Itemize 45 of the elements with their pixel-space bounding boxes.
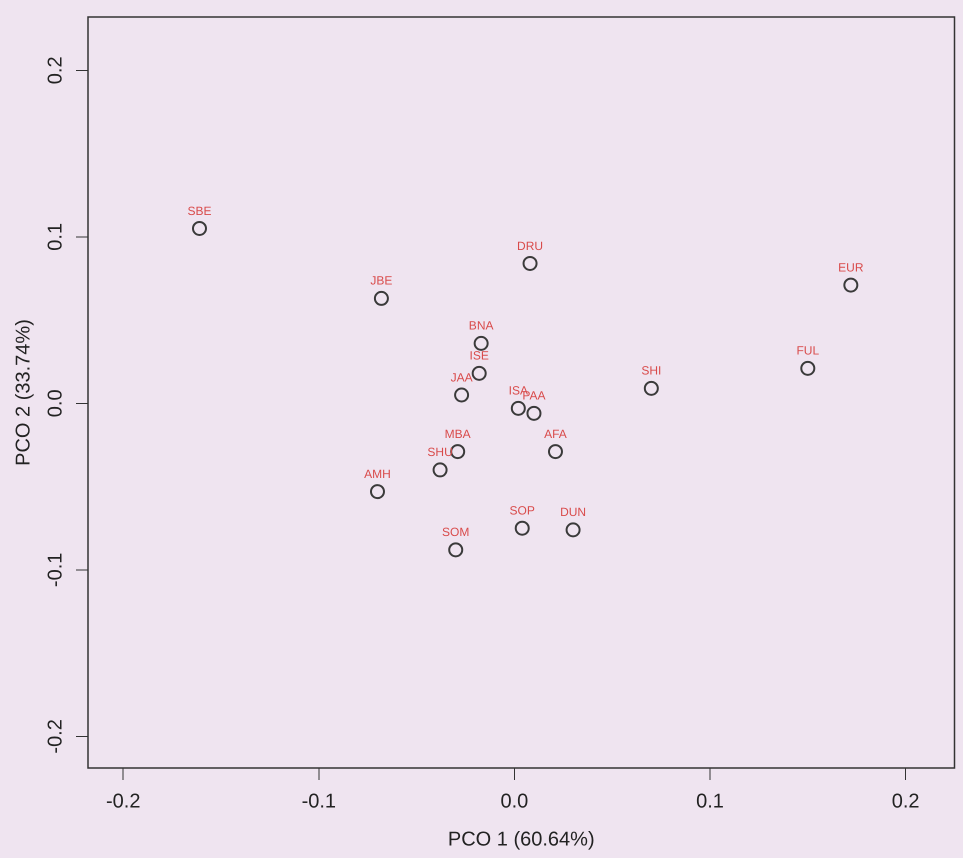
point	[432, 462, 448, 478]
point	[526, 406, 542, 421]
annotation: AFA	[544, 426, 567, 441]
x-tick-label: -0.1	[302, 790, 336, 813]
point	[644, 380, 659, 396]
annotation: DUN	[560, 505, 586, 520]
annotation: SHI	[641, 364, 662, 378]
annotation: FUL	[796, 344, 820, 358]
point	[548, 444, 563, 460]
y-tick-label: 0.1	[44, 222, 67, 251]
point	[472, 366, 487, 381]
point	[474, 336, 489, 351]
x-axis-title: PCO 1 (60.64%)	[448, 828, 595, 851]
annotation: SBE	[187, 204, 212, 218]
point	[514, 520, 530, 536]
x-tick-label: 0.1	[696, 790, 724, 813]
point	[522, 256, 538, 271]
y-tick-label: -0.1	[44, 552, 67, 588]
annotation: BNA	[468, 318, 494, 333]
annotation: JAA	[450, 370, 473, 384]
annotation: SOM	[442, 525, 470, 540]
point	[450, 444, 466, 460]
y-tick-label: 0.2	[44, 56, 67, 84]
x-tick-label: 0.0	[500, 790, 528, 813]
point	[448, 542, 464, 558]
annotation: AMH	[364, 466, 391, 481]
annotation: JBE	[370, 274, 392, 288]
annotation: DRU	[517, 238, 544, 253]
annotation: SOP	[510, 504, 535, 518]
x-tick-label: -0.2	[106, 790, 140, 813]
point	[800, 360, 816, 376]
annotation: MBA	[444, 426, 471, 441]
y-tick-label: 0.0	[44, 389, 67, 418]
point	[192, 220, 207, 236]
y-tick-label: -0.2	[44, 719, 67, 754]
point	[454, 388, 470, 402]
point	[374, 290, 389, 306]
point	[843, 278, 858, 293]
point	[370, 484, 385, 500]
point	[566, 522, 581, 538]
annotation: ISE	[470, 348, 489, 363]
x-tick-label: 0.2	[892, 790, 920, 813]
y-axis-title: PCO 2 (33.74%)	[12, 319, 35, 466]
annotation: EUR	[838, 260, 864, 274]
point	[510, 400, 526, 416]
